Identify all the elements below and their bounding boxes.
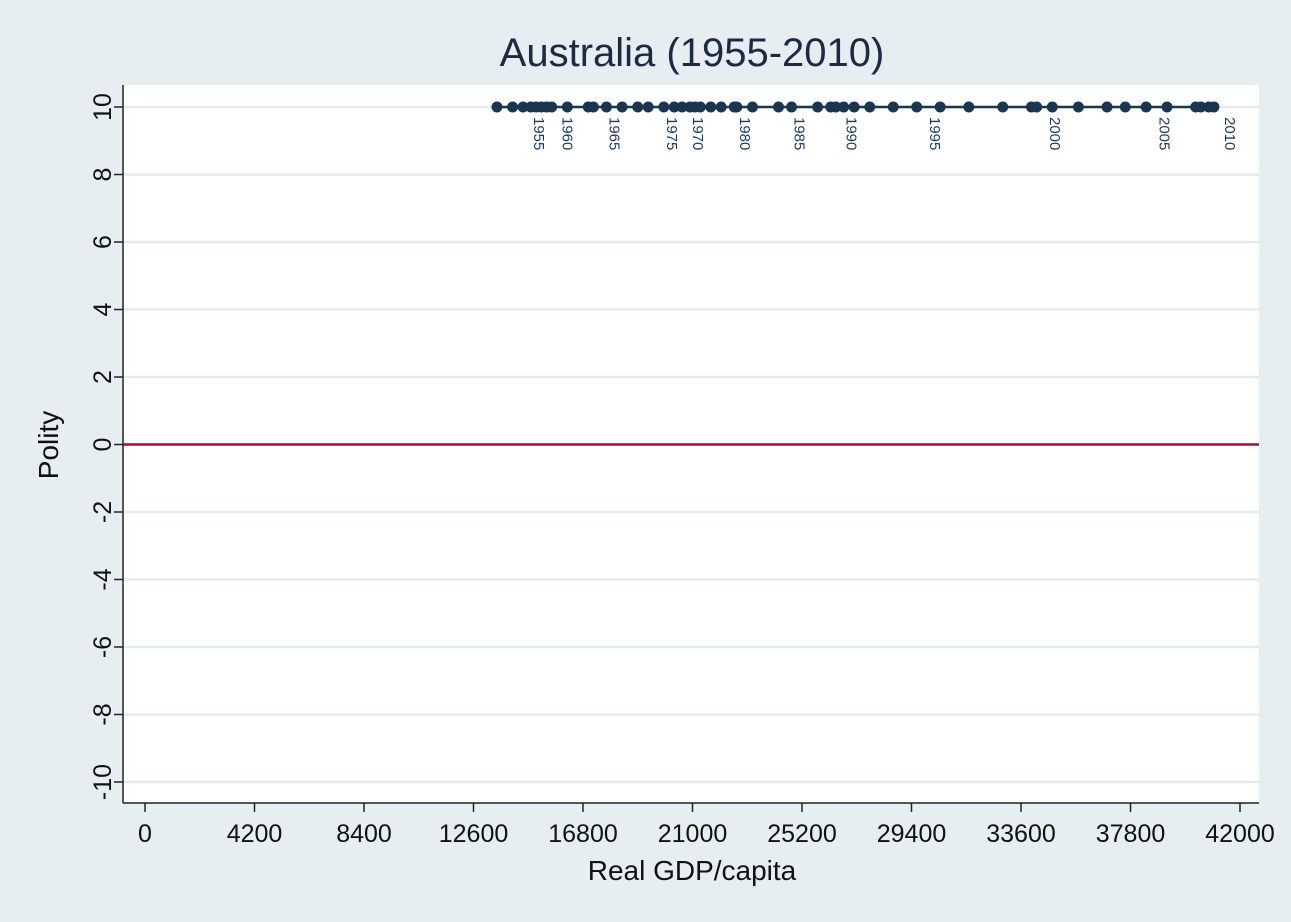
data-point <box>812 101 824 113</box>
data-point <box>1046 101 1058 113</box>
y-tick-label: 4 <box>89 302 117 316</box>
point-label: 2010 <box>1221 117 1238 150</box>
point-labels: 1955 1960 1965 1975 1970 1980 1985 1990 1995 2000… <box>530 117 1238 150</box>
x-tick-label: 16800 <box>548 820 618 848</box>
y-tick-label: -2 <box>89 501 117 523</box>
y-tick-label: 6 <box>89 235 117 249</box>
x-tick-label: 0 <box>138 820 152 848</box>
data-point <box>1101 101 1113 113</box>
data-point <box>887 101 899 113</box>
data-point <box>694 101 706 113</box>
data-point <box>1195 101 1207 113</box>
data-point <box>587 101 599 113</box>
point-label: 1990 <box>843 117 860 150</box>
data-point <box>616 101 628 113</box>
point-label: 1985 <box>791 117 808 150</box>
x-tick-label: 42000 <box>1205 820 1275 848</box>
y-tick-label: 10 <box>89 93 117 121</box>
data-point <box>911 101 923 113</box>
x-tick-label: 33600 <box>986 820 1056 848</box>
data-point <box>561 101 573 113</box>
data-point <box>864 101 876 113</box>
x-axis-ticks: 0 4200 8400 12600 16800 21000 25200 29400 33600 3… <box>138 803 1275 848</box>
data-point <box>658 101 670 113</box>
data-point <box>830 101 842 113</box>
data-point <box>1161 101 1173 113</box>
data-point <box>934 101 946 113</box>
data-point <box>848 101 860 113</box>
data-point <box>491 101 503 113</box>
data-point <box>546 101 558 113</box>
x-tick-label: 37800 <box>1096 820 1166 848</box>
x-tick-label: 8400 <box>336 820 392 848</box>
data-point <box>963 101 975 113</box>
chart-title: Australia (1955-2010) <box>500 31 885 75</box>
y-tick-label: 2 <box>89 370 117 384</box>
y-axis-ticks: 10 8 6 4 2 0 -2 -4 -6 -8 -10 <box>89 93 123 800</box>
x-tick-label: 12600 <box>439 820 509 848</box>
grid <box>123 105 1259 784</box>
data-point <box>786 101 798 113</box>
point-label: 2005 <box>1156 117 1173 150</box>
data-point <box>838 101 850 113</box>
point-label: 1970 <box>689 117 706 150</box>
x-tick-label: 21000 <box>658 820 728 848</box>
data-point <box>731 101 743 113</box>
point-label: 1955 <box>530 117 547 150</box>
point-label: 1960 <box>559 117 576 150</box>
data-point <box>1140 101 1152 113</box>
data-point <box>507 101 519 113</box>
y-tick-label: 0 <box>89 438 117 452</box>
data-point <box>1208 101 1220 113</box>
data-point <box>642 101 654 113</box>
point-label: 1980 <box>736 117 753 150</box>
data-points <box>491 101 1220 113</box>
y-axis-label: Polity <box>33 411 64 479</box>
y-tick-label: -8 <box>89 703 117 725</box>
data-point <box>705 101 717 113</box>
x-tick-label: 4200 <box>227 820 283 848</box>
data-point <box>1031 101 1043 113</box>
x-axis-label: Real GDP/capita <box>588 855 797 886</box>
data-point <box>773 101 785 113</box>
y-tick-label: -4 <box>89 568 117 590</box>
data-point <box>632 101 644 113</box>
data-point <box>676 101 688 113</box>
data-point <box>600 101 612 113</box>
data-point <box>517 101 529 113</box>
x-tick-label: 29400 <box>877 820 947 848</box>
point-label: 2000 <box>1046 117 1063 150</box>
y-tick-label: 8 <box>89 168 117 182</box>
x-tick-label: 25200 <box>767 820 837 848</box>
data-point <box>1072 101 1084 113</box>
data-point <box>1119 101 1131 113</box>
point-label: 1995 <box>926 117 943 150</box>
y-tick-label: -6 <box>89 636 117 658</box>
data-point <box>746 101 758 113</box>
point-label: 1965 <box>605 117 622 150</box>
point-label: 1975 <box>663 117 680 150</box>
data-point <box>668 101 680 113</box>
data-point <box>997 101 1009 113</box>
y-tick-label: -10 <box>89 764 117 800</box>
data-point <box>715 101 727 113</box>
